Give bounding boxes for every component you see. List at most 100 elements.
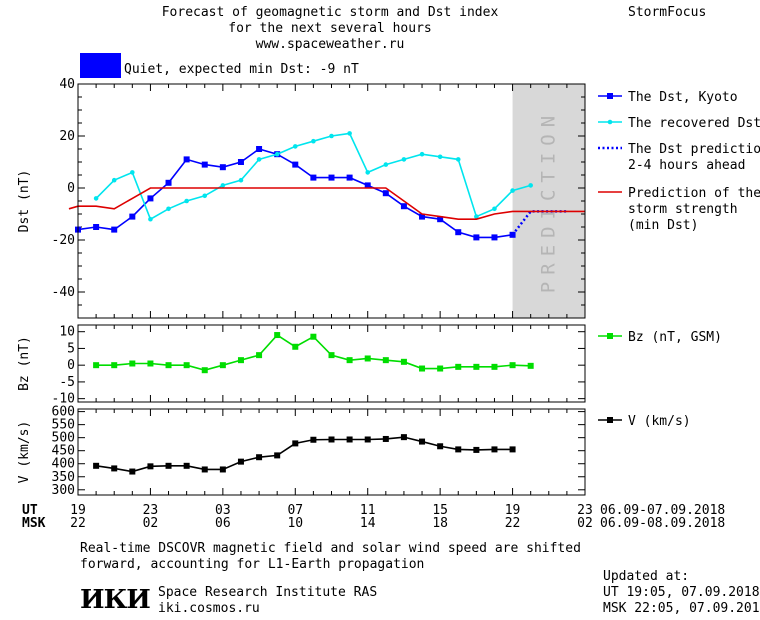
data-point: [165, 362, 172, 369]
data-point: [274, 151, 280, 157]
prediction-band-label: PREDICTION: [537, 109, 559, 293]
data-point: [455, 446, 462, 453]
y-tick-label: 40: [59, 77, 75, 92]
y-tick-label: 400: [52, 457, 75, 472]
data-point: [183, 156, 190, 163]
data-point: [237, 458, 244, 465]
msk-tick-label: 14: [360, 516, 376, 531]
data-point: [129, 468, 136, 475]
data-point: [292, 440, 299, 447]
data-point: [111, 362, 118, 369]
y-tick-label: 5: [67, 341, 75, 356]
data-point: [364, 182, 371, 189]
prediction-band: [512, 84, 585, 318]
data-point: [347, 131, 352, 136]
data-point: [437, 365, 444, 372]
legend-marker: [607, 119, 613, 125]
series-line-1: [96, 334, 531, 372]
data-point: [219, 164, 226, 171]
data-point: [328, 352, 335, 359]
legend-label: 2-4 hours ahead: [628, 158, 745, 173]
data-point: [346, 436, 353, 443]
data-point: [328, 174, 335, 181]
note-line1: Real-time DSCOVR magnetic field and sola…: [80, 541, 581, 556]
data-point: [274, 452, 281, 459]
data-point: [292, 161, 299, 168]
data-point: [346, 357, 353, 364]
series-line-1: [95, 436, 513, 473]
data-point: [310, 174, 317, 181]
data-point: [383, 162, 389, 167]
data-point: [419, 438, 426, 445]
data-point: [419, 365, 426, 372]
chart-panel-1: PREDICTION 40 20 0 -20 -40 Dst (nT) The Dst, Ky…: [17, 77, 760, 319]
y-tick-label: 600: [52, 405, 75, 420]
data-point: [147, 195, 154, 202]
y-axis-label: V (km/s): [17, 421, 32, 484]
org-site[interactable]: iki.cosmos.ru: [158, 601, 260, 616]
data-point: [219, 362, 226, 369]
data-point: [527, 362, 534, 369]
data-point: [455, 157, 461, 162]
data-point: [310, 333, 317, 340]
ut-date-range: 06.09-07.09.2018: [600, 503, 726, 518]
ut-tick-label: 19: [70, 503, 86, 518]
data-point: [382, 435, 389, 442]
data-point: [437, 216, 444, 223]
data-point: [111, 226, 118, 233]
org-name: Space Research Institute RAS: [158, 585, 378, 600]
updated-label: Updated at:: [603, 569, 690, 584]
data-point: [184, 198, 189, 204]
data-point: [183, 462, 190, 469]
data-point: [201, 161, 208, 168]
data-point: [400, 203, 407, 210]
legend-marker: [607, 93, 613, 99]
data-point: [419, 151, 425, 157]
data-point: [364, 436, 371, 443]
ut-tick-label: 19: [505, 503, 521, 518]
status-swatch: [80, 53, 121, 78]
y-tick-label: -40: [52, 285, 75, 300]
legend-label: The Dst, Kyoto: [628, 90, 738, 105]
data-point: [220, 183, 226, 188]
msk-tick-label: 02: [143, 516, 159, 531]
msk-tick-label: 22: [70, 516, 86, 531]
plot-frame: [77, 324, 586, 403]
ut-tick-label: 15: [432, 503, 448, 518]
data-point: [292, 144, 298, 149]
y-tick-label: 0: [67, 358, 75, 373]
legend-label: V (km/s): [628, 414, 691, 429]
chart-title-line3[interactable]: www.spaceweather.ru: [255, 37, 405, 52]
data-point: [491, 234, 498, 241]
data-point: [401, 157, 407, 162]
status-label: Quiet, expected min Dst: -9 nT: [124, 62, 359, 77]
msk-tick-label: 06: [215, 516, 231, 531]
legend-marker: [607, 333, 613, 339]
data-point: [165, 179, 172, 186]
y-tick-label: 550: [52, 418, 75, 433]
msk-date-range: 06.09-08.09.2018: [600, 516, 726, 531]
ut-tick-label: 23: [143, 503, 159, 518]
ut-tick-label: 03: [215, 503, 231, 518]
data-point: [382, 190, 389, 197]
y-tick-label: -20: [52, 233, 75, 248]
data-point: [510, 188, 515, 193]
ut-axis-label: UT: [22, 503, 38, 518]
msk-axis-label: MSK: [22, 516, 46, 531]
data-point: [400, 434, 407, 441]
data-point: [528, 183, 533, 188]
y-tick-label: 500: [52, 431, 75, 446]
ut-tick-label: 11: [360, 503, 376, 518]
data-point: [256, 352, 263, 359]
y-tick-label: 450: [52, 444, 75, 459]
msk-tick-label: 10: [287, 516, 303, 531]
data-point: [93, 224, 100, 230]
data-point: [473, 446, 480, 453]
data-point: [509, 362, 516, 369]
data-point: [473, 363, 480, 370]
data-point: [292, 343, 299, 350]
data-point: [509, 446, 516, 453]
series-line-3: [511, 210, 567, 236]
data-point: [238, 177, 244, 183]
